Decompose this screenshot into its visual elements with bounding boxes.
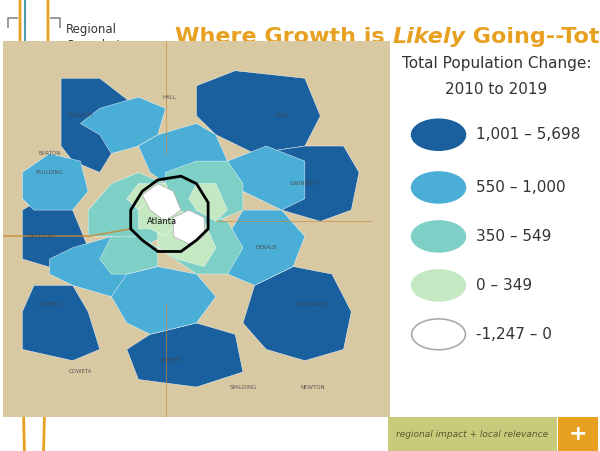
Ellipse shape [412,319,466,350]
Polygon shape [173,210,204,244]
Text: 2010 to 2019: 2010 to 2019 [445,82,548,97]
Text: Going--Totals: Going--Totals [466,27,600,46]
Ellipse shape [412,172,466,203]
Text: COWETA: COWETA [68,369,92,374]
Polygon shape [22,154,88,210]
Text: GWINNETT: GWINNETT [290,181,320,186]
Text: 350 – 549: 350 – 549 [476,229,551,244]
Text: -1,247 – 0: -1,247 – 0 [476,327,551,342]
Text: Total Population Change:: Total Population Change: [402,55,591,71]
Polygon shape [142,184,181,221]
Polygon shape [49,236,139,297]
Ellipse shape [412,221,466,252]
Polygon shape [158,210,243,274]
Polygon shape [139,124,227,191]
Text: HALL: HALL [275,113,289,119]
Text: DOUGLAS: DOUGLAS [28,234,55,239]
Text: Where Growth is: Where Growth is [175,27,392,46]
Text: HALL: HALL [163,95,176,100]
Text: 0 – 349: 0 – 349 [476,278,532,293]
Polygon shape [227,210,305,285]
Polygon shape [61,78,139,172]
Text: DEKALB: DEKALB [256,245,277,250]
Polygon shape [158,210,216,267]
Polygon shape [127,323,243,387]
Text: 1,001 – 5,698: 1,001 – 5,698 [476,127,580,142]
Polygon shape [189,184,227,221]
Polygon shape [22,285,100,361]
Text: FAYETTE: FAYETTE [158,358,181,363]
Text: NEWTON: NEWTON [300,385,325,390]
Text: Regional: Regional [66,23,117,36]
Polygon shape [139,199,177,236]
Polygon shape [112,267,216,334]
Text: +: + [569,424,587,444]
Polygon shape [243,267,352,361]
Polygon shape [127,184,177,221]
Text: ROCKDALE: ROCKDALE [298,302,328,307]
Text: Snapshot: Snapshot [66,39,121,52]
Text: Atlanta: Atlanta [146,217,177,226]
Polygon shape [166,161,243,221]
Ellipse shape [412,120,466,150]
Polygon shape [88,172,177,248]
Text: COWETA: COWETA [38,302,61,307]
Text: SPALDING: SPALDING [229,385,257,390]
Polygon shape [197,71,320,154]
Text: BARTON: BARTON [38,151,61,156]
Text: 550 – 1,000: 550 – 1,000 [476,180,565,195]
Text: regional impact + local relevance: regional impact + local relevance [397,430,548,439]
Polygon shape [243,146,359,221]
Polygon shape [216,146,305,210]
FancyBboxPatch shape [388,356,557,451]
Polygon shape [22,199,88,274]
Text: FORSYTH: FORSYTH [68,113,93,119]
Polygon shape [80,97,166,154]
FancyBboxPatch shape [558,354,598,451]
Polygon shape [3,41,390,417]
Text: Likely: Likely [392,27,466,46]
Polygon shape [100,236,158,274]
Ellipse shape [412,270,466,301]
Text: PAULDING: PAULDING [35,170,64,175]
